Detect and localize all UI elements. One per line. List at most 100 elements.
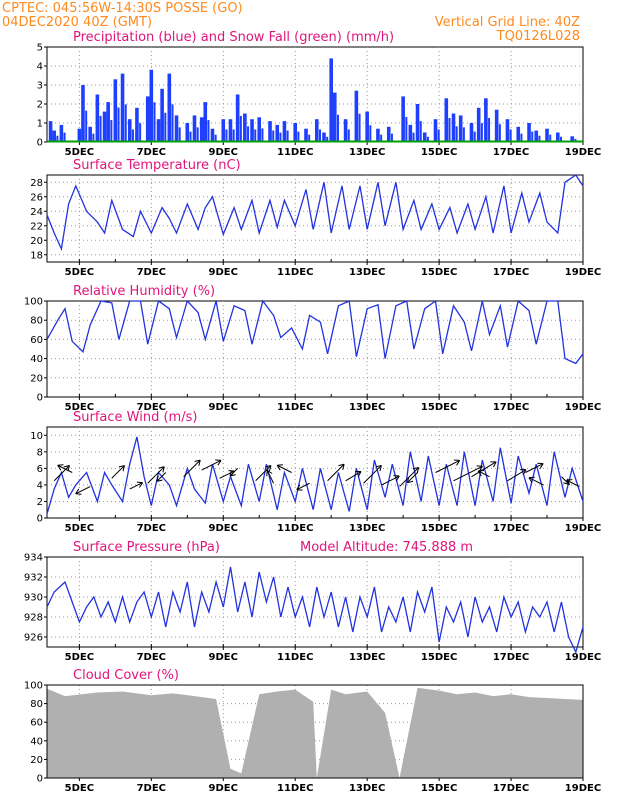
y-tick-label: 40: [30, 354, 43, 365]
precip-bar: [63, 132, 66, 142]
precip-bar: [326, 136, 329, 142]
wind-arrow: [201, 459, 222, 471]
precip-bar: [268, 121, 272, 142]
precip-bar: [343, 119, 348, 142]
wind-arrow-shaft: [528, 477, 544, 486]
precip-bar: [81, 85, 85, 142]
precip-bar: [484, 98, 488, 142]
precip-bar: [92, 133, 95, 142]
precip-bar: [314, 119, 319, 142]
wind-arrow-shaft: [111, 465, 125, 479]
precip-bar: [426, 136, 429, 142]
precip-bar: [77, 128, 82, 142]
wind-arrow: [435, 459, 461, 473]
wind-arrow: [363, 464, 382, 484]
wind-line: [46, 436, 584, 515]
precip-bar: [203, 102, 208, 142]
precip-bar: [127, 119, 132, 142]
y-tick-label: 80: [30, 699, 43, 710]
precip-bar: [225, 129, 228, 142]
precip-bar: [257, 117, 262, 142]
precip-bar: [145, 96, 150, 142]
precip-bar: [437, 129, 440, 142]
precip-bar: [207, 120, 210, 142]
y-tick-label: 18: [30, 250, 43, 261]
wind-arrow-shaft: [477, 470, 490, 478]
precip-bar: [153, 102, 156, 142]
wind-arrow-shaft: [183, 459, 201, 477]
x-tick-label: 5DEC: [65, 147, 94, 158]
wind-arrow-shaft: [57, 464, 73, 473]
precip-bar: [380, 134, 383, 142]
panel-precip: 5DEC 7DEC 9DEC 11DEC 13DEC 15DEC 17DEC 19DEC 0 1 2…: [37, 30, 602, 158]
precip-bar: [422, 132, 427, 142]
cloud-cover-area: [47, 687, 583, 778]
precip-bar: [308, 134, 311, 142]
precip-bar: [444, 98, 449, 142]
precip-bar: [85, 110, 88, 142]
panel-wind: 5DEC 7DEC 9DEC 11DEC 13DEC 15DEC 17DEC 19DEC 0 2 4…: [30, 410, 601, 534]
wind-arrow-head: [338, 463, 345, 471]
precip-bar: [261, 128, 264, 142]
precip-bar: [455, 126, 458, 142]
x-tick-label: 5DEC: [65, 652, 94, 663]
y-tick-label: 0: [37, 774, 43, 785]
wind-arrow-head: [477, 470, 485, 477]
precip-bar: [250, 119, 254, 142]
precip-bar: [243, 113, 247, 142]
y-tick-label: 928: [24, 613, 43, 624]
wind-arrow: [183, 459, 201, 477]
wind-arrow-shaft: [435, 459, 460, 473]
y-tick-label: 60: [30, 335, 43, 346]
precip-bar: [214, 134, 217, 142]
y-tick-label: 5: [37, 43, 43, 54]
x-tick-label: 13DEC: [349, 402, 385, 413]
precip-bar: [365, 111, 369, 142]
wind-arrow: [266, 469, 275, 484]
wind-arrow-shaft: [363, 465, 382, 484]
wind-arrow-head: [194, 459, 201, 466]
y-tick-label: 4: [37, 62, 43, 73]
x-tick-label: 9DEC: [209, 267, 238, 278]
x-tick-label: 11DEC: [277, 523, 313, 534]
precip-bar: [120, 73, 125, 142]
wind-arrow: [75, 486, 91, 495]
wind-arrow-head: [566, 479, 573, 486]
wind-arrow-head: [136, 481, 144, 488]
precip-bar: [358, 113, 361, 142]
wind-arrow-head: [215, 459, 222, 466]
x-tick-label: 13DEC: [349, 147, 385, 158]
header-line1: CPTEC: 045:56W-14:30S POSSE (GO): [2, 1, 243, 16]
panel-frame-top: [46, 684, 584, 779]
precip-bar: [433, 119, 438, 142]
precip-bar: [412, 132, 415, 142]
x-tick-label: 15DEC: [421, 523, 457, 534]
x-tick-label: 15DEC: [421, 147, 457, 158]
x-tick-label: 9DEC: [209, 652, 238, 663]
y-tick-label: 932: [24, 573, 43, 584]
precip-bar: [99, 115, 102, 142]
x-tick-label: 11DEC: [277, 652, 313, 663]
precip-bar: [293, 123, 298, 142]
wind-arrow: [156, 472, 167, 482]
wind-arrow: [147, 466, 165, 484]
wind-arrow-shaft: [381, 475, 400, 486]
precip-bar: [527, 123, 531, 142]
precip-bar: [480, 123, 483, 142]
precip-bar: [239, 115, 242, 142]
y-tick-label: 0: [37, 393, 43, 404]
precip-bar: [556, 132, 560, 142]
y-tick-label: 28: [30, 178, 43, 189]
wind-arrow-head: [393, 475, 400, 482]
wind-arrow: [566, 479, 580, 488]
x-tick-label: 15DEC: [421, 402, 457, 413]
x-tick-label: 15DEC: [421, 652, 457, 663]
precip-bar: [279, 132, 282, 142]
wind-arrow-head: [296, 484, 303, 491]
x-tick-label: 19DEC: [565, 267, 601, 278]
wind-arrow-head: [528, 476, 535, 483]
panel-subtitle: Model Altitude: 745.888 m: [300, 540, 473, 555]
x-tick-label: 17DEC: [493, 147, 529, 158]
x-tick-label: 13DEC: [349, 783, 385, 794]
wind-arrow-head: [75, 488, 82, 495]
